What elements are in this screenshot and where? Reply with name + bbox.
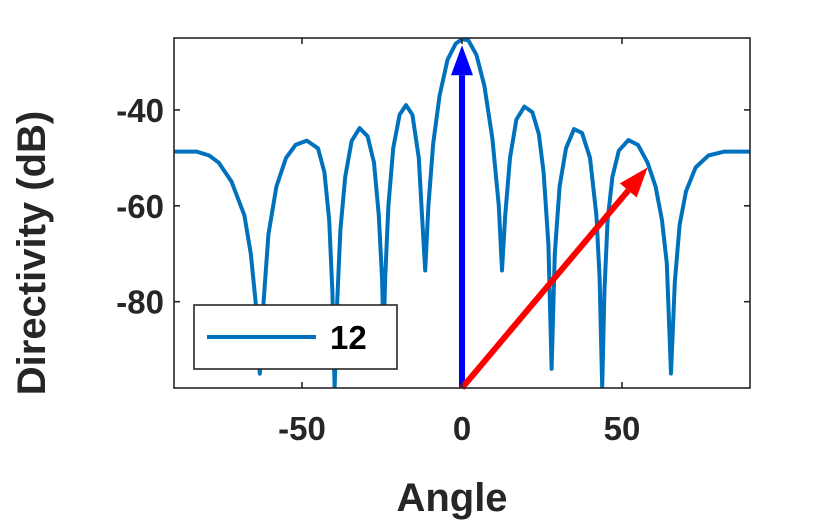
- legend-label: 12: [330, 319, 367, 356]
- legend: 12: [193, 304, 398, 370]
- y-tick-label: -40: [116, 92, 164, 129]
- arrow-annotation-1: [459, 167, 648, 390]
- x-axis-title: Angle: [396, 476, 507, 520]
- arrow-annotation-0: [451, 45, 473, 388]
- arrow-head: [619, 167, 648, 198]
- y-tick-label: -80: [116, 284, 164, 321]
- arrow-head: [451, 45, 473, 76]
- x-tick-label: -50: [278, 410, 326, 447]
- y-tick-label: -60: [116, 188, 164, 225]
- y-axis-title: Directivity (dB): [10, 111, 54, 396]
- x-tick-label: 50: [604, 410, 641, 447]
- series-line-0: [174, 38, 750, 388]
- arrow-shaft: [459, 188, 631, 390]
- x-tick-label: 0: [453, 410, 471, 447]
